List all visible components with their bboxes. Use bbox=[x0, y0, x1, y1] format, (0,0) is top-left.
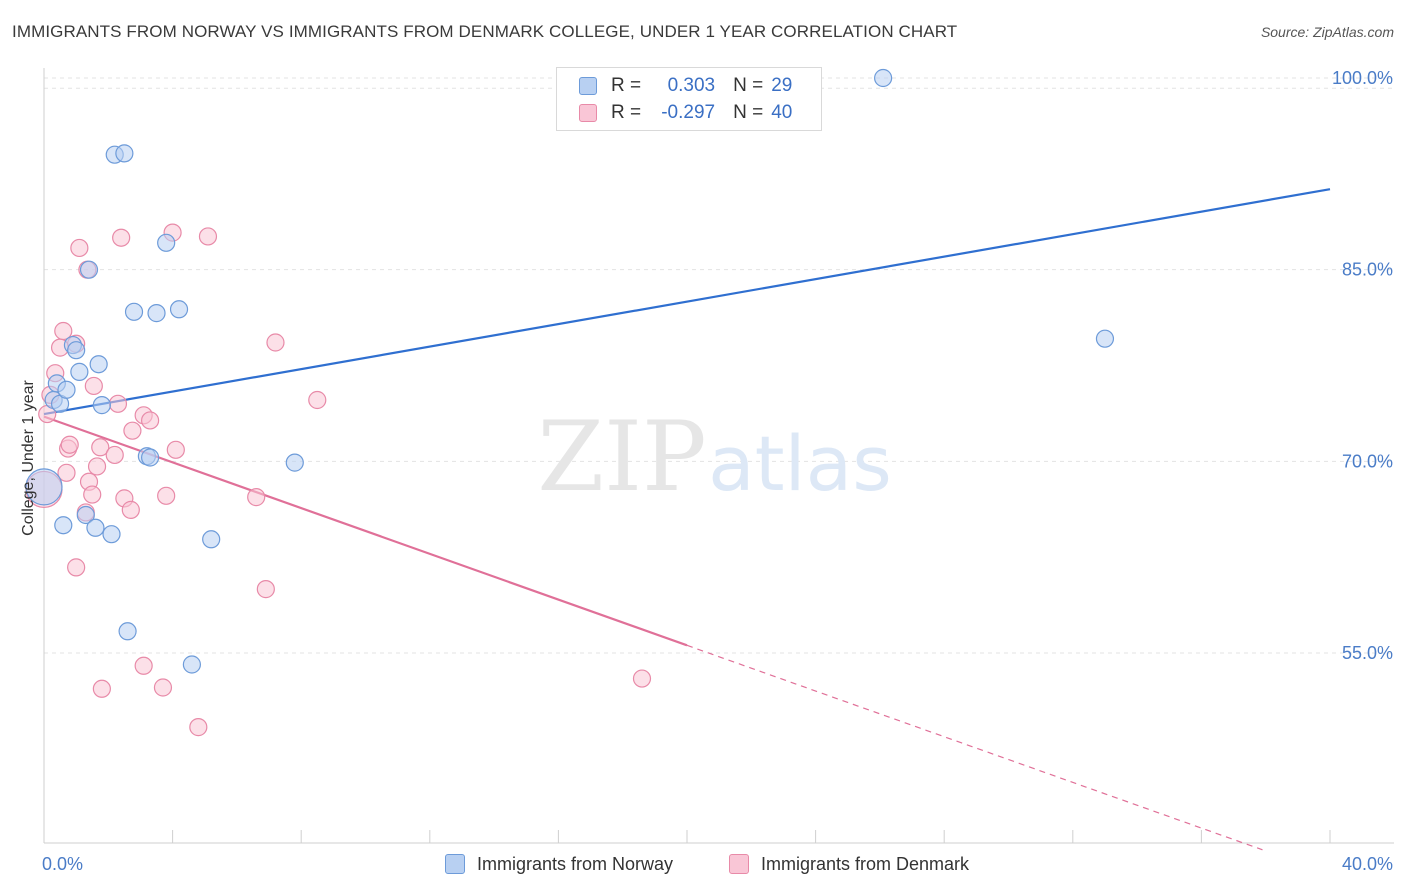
y-tick-label: 85.0% bbox=[1342, 260, 1393, 280]
legend-row-denmark: R = -0.297 N = 40 bbox=[579, 100, 792, 126]
norway-point bbox=[182, 655, 201, 674]
norway-point bbox=[89, 355, 108, 374]
stats-legend: R = 0.303 N = 29 R = -0.297 N = 40 bbox=[556, 67, 822, 131]
denmark-point bbox=[121, 500, 140, 519]
denmark-point bbox=[153, 678, 173, 697]
norway-point bbox=[92, 396, 111, 415]
denmark-point bbox=[256, 580, 275, 599]
norway-point bbox=[147, 304, 166, 323]
n-label: N = bbox=[733, 102, 764, 123]
norway-point bbox=[70, 362, 89, 381]
denmark-point bbox=[189, 718, 208, 737]
data-points bbox=[25, 68, 1115, 737]
norway-point bbox=[202, 530, 221, 549]
norway-point bbox=[115, 144, 134, 163]
legend-label-denmark: Immigrants from Denmark bbox=[761, 853, 970, 874]
denmark-point bbox=[157, 486, 176, 505]
denmark-point bbox=[105, 445, 124, 465]
watermark-atlas: atlas bbox=[708, 419, 892, 508]
norway-point bbox=[54, 516, 73, 535]
n-value: 40 bbox=[771, 102, 793, 123]
norway-point bbox=[57, 380, 76, 399]
denmark-swatch bbox=[579, 104, 597, 122]
norway-point bbox=[140, 448, 160, 467]
norway-point bbox=[1095, 329, 1115, 348]
trend-lines bbox=[43, 188, 1331, 851]
denmark-point bbox=[87, 457, 107, 476]
y-tick-label: 55.0% bbox=[1342, 643, 1393, 663]
denmark-point bbox=[91, 438, 110, 457]
norway-legend-swatch bbox=[445, 854, 465, 874]
norway-point bbox=[874, 68, 893, 88]
r-label: R = bbox=[611, 102, 642, 123]
denmark-point bbox=[140, 411, 160, 430]
axes bbox=[43, 68, 1394, 844]
norway-point bbox=[79, 260, 99, 279]
norway-point bbox=[76, 505, 95, 525]
norway-point bbox=[169, 300, 189, 319]
watermark-zip: ZIP bbox=[537, 401, 706, 513]
n-label: N = bbox=[733, 75, 764, 96]
y-axis-label: College, Under 1 year bbox=[20, 380, 37, 536]
norway-point bbox=[25, 468, 63, 506]
norway-swatch bbox=[579, 77, 597, 95]
denmark-point bbox=[266, 333, 285, 352]
denmark-point bbox=[108, 394, 128, 413]
denmark-point bbox=[84, 376, 103, 396]
denmark-point bbox=[134, 656, 153, 675]
denmark-point bbox=[632, 669, 652, 688]
x-tick-label-min: 0.0% bbox=[42, 854, 83, 874]
norway-point bbox=[157, 233, 176, 252]
r-value: 0.303 bbox=[667, 75, 716, 96]
source-credit: Source: ZipAtlas.com bbox=[1260, 24, 1394, 40]
legend-row-norway: R = 0.303 N = 29 bbox=[579, 73, 792, 99]
denmark-point bbox=[57, 463, 76, 482]
denmark-point bbox=[123, 421, 142, 440]
denmark-point bbox=[112, 228, 131, 247]
y-tick-labels: 55.0% 70.0% 85.0% 100.0% bbox=[1332, 68, 1393, 663]
denmark-point bbox=[308, 390, 327, 410]
denmark-point bbox=[166, 440, 185, 459]
grid-lines bbox=[44, 77, 1394, 654]
norway-point bbox=[124, 302, 144, 321]
denmark-legend-swatch bbox=[729, 854, 749, 874]
denmark-point bbox=[60, 435, 79, 454]
chart-title: IMMIGRANTS FROM NORWAY VS IMMIGRANTS FRO… bbox=[12, 22, 958, 41]
watermark: ZIP atlas bbox=[537, 401, 891, 513]
legend-item-denmark[interactable]: Immigrants from Denmark bbox=[729, 851, 969, 877]
n-value: 29 bbox=[771, 75, 793, 96]
r-label: R = bbox=[611, 75, 642, 96]
denmark-point bbox=[83, 485, 102, 504]
denmark-trend-extension bbox=[686, 644, 1263, 851]
denmark-point bbox=[92, 679, 111, 698]
norway-trend-line bbox=[43, 188, 1331, 416]
legend-label-norway: Immigrants from Norway bbox=[477, 853, 674, 874]
norway-point bbox=[102, 525, 121, 544]
y-tick-label: 100.0% bbox=[1332, 68, 1393, 88]
x-tick-labels: 0.0% 40.0% bbox=[42, 854, 1393, 874]
denmark-point bbox=[54, 321, 73, 341]
norway-point bbox=[67, 341, 86, 360]
norway-point bbox=[118, 622, 137, 641]
denmark-point bbox=[247, 488, 266, 507]
norway-point bbox=[86, 518, 105, 537]
y-tick-label: 70.0% bbox=[1342, 451, 1393, 471]
legend-item-norway[interactable]: Immigrants from Norway bbox=[445, 851, 673, 877]
x-tick-label-max: 40.0% bbox=[1342, 854, 1393, 874]
denmark-point bbox=[198, 227, 218, 246]
denmark-point bbox=[67, 558, 86, 577]
r-value: -0.297 bbox=[661, 102, 716, 123]
norway-point bbox=[285, 453, 304, 472]
denmark-point bbox=[70, 238, 89, 258]
